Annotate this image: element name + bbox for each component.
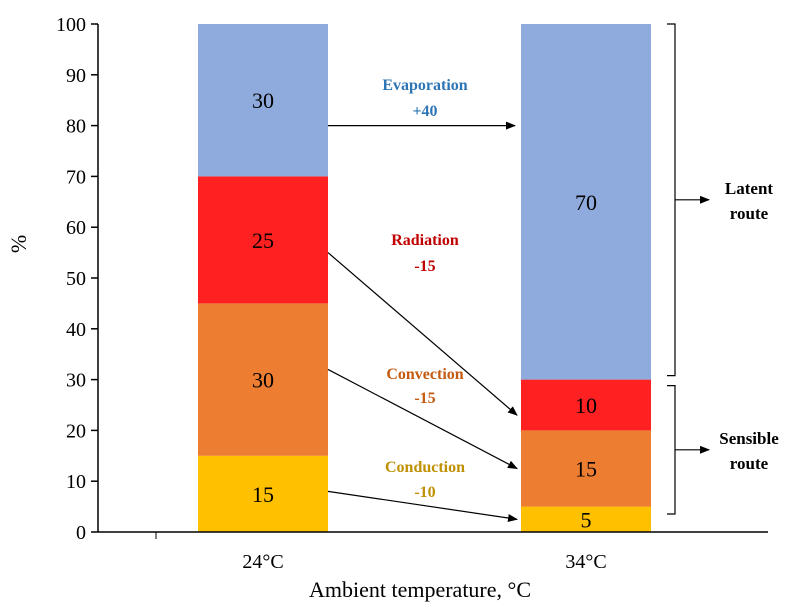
arrow-radiation xyxy=(327,252,518,416)
route-sensible-label-1: Sensible xyxy=(719,429,779,448)
annotation-conduction-change: -10 xyxy=(414,484,435,501)
annotation-convection-change: -15 xyxy=(414,390,435,407)
y-tick-label-70: 70 xyxy=(66,166,86,188)
annotation-evaporation-change: +40 xyxy=(412,103,437,120)
y-tick-label-60: 60 xyxy=(66,217,86,239)
annotation-radiation-name: Radiation xyxy=(391,232,459,249)
y-tick-label-50: 50 xyxy=(66,268,86,290)
x-axis-label: Ambient temperature, °C xyxy=(309,577,531,602)
route-sensible-label-2: route xyxy=(730,454,769,473)
y-tick-label-30: 30 xyxy=(66,370,86,392)
data-label-evaporation-2: 70 xyxy=(575,190,597,215)
y-tick-label-20: 20 xyxy=(66,420,86,442)
bar-evaporation-2 xyxy=(521,24,651,380)
data-label-conduction-2: 5 xyxy=(581,507,592,532)
bar-conduction-2 xyxy=(521,506,651,532)
bar-radiation-1 xyxy=(198,176,328,304)
data-label-convection-2: 15 xyxy=(575,457,597,482)
brace-latent xyxy=(667,23,676,377)
annotation-evaporation-name: Evaporation xyxy=(382,77,467,94)
annotation-convection-name: Convection xyxy=(386,366,463,383)
annotation-conduction-name: Conduction xyxy=(385,459,465,476)
data-label-conduction-1: 15 xyxy=(252,482,274,507)
x-tick-label-1: 24°C xyxy=(242,551,283,573)
y-tick-label-100: 100 xyxy=(56,14,86,36)
y-tick-label-0: 0 xyxy=(76,522,86,544)
route-latent-label-1: Latent xyxy=(725,179,774,198)
y-tick-label-80: 80 xyxy=(66,116,86,138)
bar-convection-2 xyxy=(521,430,651,507)
bar-radiation-2 xyxy=(521,379,651,431)
data-label-evaporation-1: 30 xyxy=(252,88,274,113)
bar-convection-1 xyxy=(198,303,328,456)
annotation-radiation-change: -15 xyxy=(414,258,435,275)
brace-sensible xyxy=(667,385,676,515)
data-label-radiation-2: 10 xyxy=(575,393,597,418)
y-tick-label-90: 90 xyxy=(66,65,86,87)
bar-conduction-1 xyxy=(198,455,328,532)
arrow-convection xyxy=(327,368,518,470)
y-axis-label: % xyxy=(6,235,31,253)
y-tick-label-10: 10 xyxy=(66,471,86,493)
data-label-convection-1: 30 xyxy=(252,368,274,393)
y-tick-label-40: 40 xyxy=(66,319,86,341)
arrow-conduction xyxy=(327,490,518,522)
bar-evaporation-1 xyxy=(198,24,328,177)
data-label-radiation-1: 25 xyxy=(252,228,274,253)
x-tick-label-2: 34°C xyxy=(565,551,606,573)
route-latent-label-2: route xyxy=(730,204,769,223)
